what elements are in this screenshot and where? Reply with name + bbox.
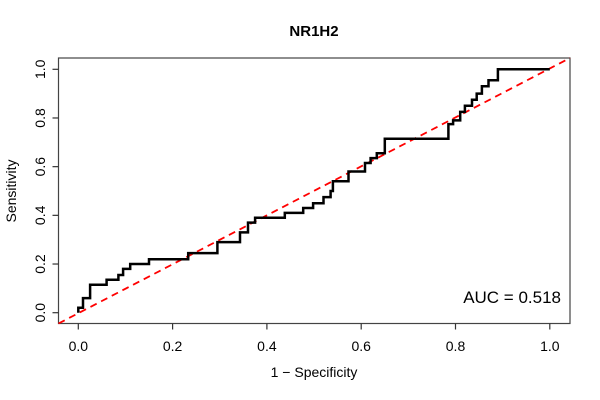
x-tick-label: 0.4	[257, 338, 277, 354]
x-tick-label: 0.2	[163, 338, 183, 354]
y-tick-label: 0.4	[32, 205, 48, 225]
auc-annotation: AUC = 0.518	[463, 288, 561, 307]
y-tick-label: 0.8	[32, 108, 48, 128]
y-axis-title: Sensitivity	[3, 159, 19, 223]
y-tick-label: 0.2	[32, 254, 48, 274]
chart-title: NR1H2	[289, 23, 339, 40]
x-tick-label: 1.0	[540, 338, 560, 354]
x-tick-label: 0.8	[446, 338, 466, 354]
x-tick-label: 0.6	[351, 338, 371, 354]
y-tick-label: 0.6	[32, 157, 48, 177]
plot-box	[57, 57, 571, 325]
roc-curve	[77, 68, 550, 313]
chance-diagonal-line	[58, 57, 571, 325]
y-tick-label: 1.0	[32, 59, 48, 79]
y-tick-label: 0.0	[32, 303, 48, 323]
x-axis-title: 1 − Specificity	[270, 364, 358, 380]
x-tick-label: 0.0	[69, 338, 89, 354]
